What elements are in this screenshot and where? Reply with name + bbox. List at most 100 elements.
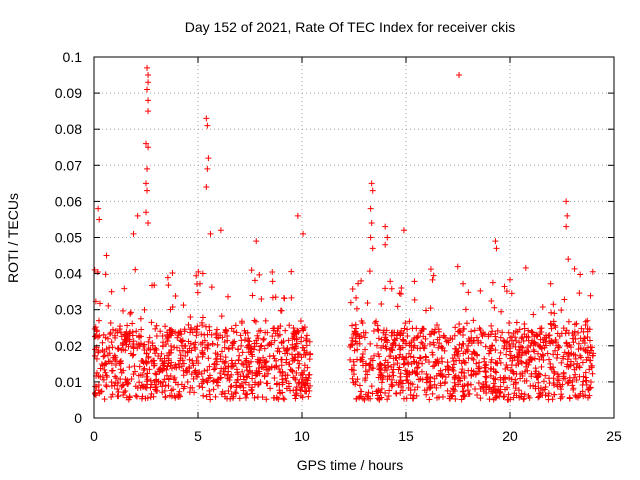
data-point [584, 333, 591, 340]
data-point [392, 354, 399, 361]
data-point [271, 375, 278, 382]
data-point [414, 371, 421, 378]
data-point [299, 325, 306, 332]
data-point [453, 345, 460, 352]
data-point [459, 383, 466, 390]
data-point [397, 373, 404, 380]
data-point [137, 384, 144, 391]
data-point [512, 385, 519, 392]
data-point [242, 330, 249, 337]
data-point [203, 115, 210, 122]
data-point [274, 327, 281, 334]
data-point [497, 349, 504, 356]
data-point [456, 375, 463, 382]
data-point [461, 369, 468, 376]
data-point [118, 369, 125, 376]
data-point [199, 384, 206, 391]
data-point [269, 333, 276, 340]
data-point [482, 369, 489, 376]
data-point [266, 365, 273, 372]
data-point [270, 352, 277, 359]
data-point [545, 390, 552, 397]
data-point [130, 345, 137, 352]
data-point [288, 268, 295, 275]
data-point [289, 344, 296, 351]
data-point [128, 375, 135, 382]
data-point [221, 360, 228, 367]
data-point [382, 285, 389, 292]
data-point [382, 334, 389, 341]
data-point [571, 366, 578, 373]
data-point [537, 392, 544, 399]
data-point [203, 183, 210, 190]
data-point [477, 327, 484, 334]
data-point [294, 357, 301, 364]
data-point [255, 380, 262, 387]
data-point [377, 371, 384, 378]
data-point [118, 357, 125, 364]
data-point [589, 268, 596, 275]
data-point [587, 292, 594, 299]
data-point [552, 336, 559, 343]
data-point [354, 376, 361, 383]
data-point [518, 390, 525, 397]
data-point [451, 374, 458, 381]
data-point [98, 388, 105, 395]
data-point [571, 265, 578, 272]
data-point [513, 319, 520, 326]
data-point [544, 350, 551, 357]
data-point [404, 376, 411, 383]
data-point [204, 165, 211, 172]
data-point [423, 307, 430, 314]
data-point [159, 383, 166, 390]
data-point [397, 291, 404, 298]
data-point [248, 346, 255, 353]
data-point [198, 319, 205, 326]
data-point [266, 353, 273, 360]
data-point [367, 395, 374, 402]
data-point [180, 302, 187, 309]
data-point [558, 359, 565, 366]
data-point [433, 394, 440, 401]
data-point [303, 332, 310, 339]
data-point [347, 356, 354, 363]
data-point [482, 343, 489, 350]
data-point [164, 352, 171, 359]
data-point [356, 340, 363, 347]
data-point [108, 383, 115, 390]
data-point [241, 336, 248, 343]
data-point [299, 371, 306, 378]
data-point [212, 393, 219, 400]
data-point [441, 347, 448, 354]
data-point [369, 390, 376, 397]
data-point [193, 332, 200, 339]
data-point [423, 354, 430, 361]
data-point [473, 360, 480, 367]
data-point [367, 340, 374, 347]
data-point [378, 379, 385, 386]
data-point [203, 377, 210, 384]
data-point [358, 277, 365, 284]
data-point [410, 392, 417, 399]
data-point [564, 380, 571, 387]
data-point [252, 379, 259, 386]
data-point [406, 350, 413, 357]
data-point [179, 337, 186, 344]
data-point [460, 341, 467, 348]
y-tick-label: 0 [74, 410, 82, 426]
data-point [503, 345, 510, 352]
data-point [450, 367, 457, 374]
data-point [510, 340, 517, 347]
data-point [122, 376, 129, 383]
data-point [162, 323, 169, 330]
data-point [527, 383, 534, 390]
data-point [550, 364, 557, 371]
data-point [468, 351, 475, 358]
data-point [475, 379, 482, 386]
data-point [162, 382, 169, 389]
data-point [585, 386, 592, 393]
data-point [151, 360, 158, 367]
data-point [126, 364, 133, 371]
data-point [208, 284, 215, 291]
data-point [180, 372, 187, 379]
